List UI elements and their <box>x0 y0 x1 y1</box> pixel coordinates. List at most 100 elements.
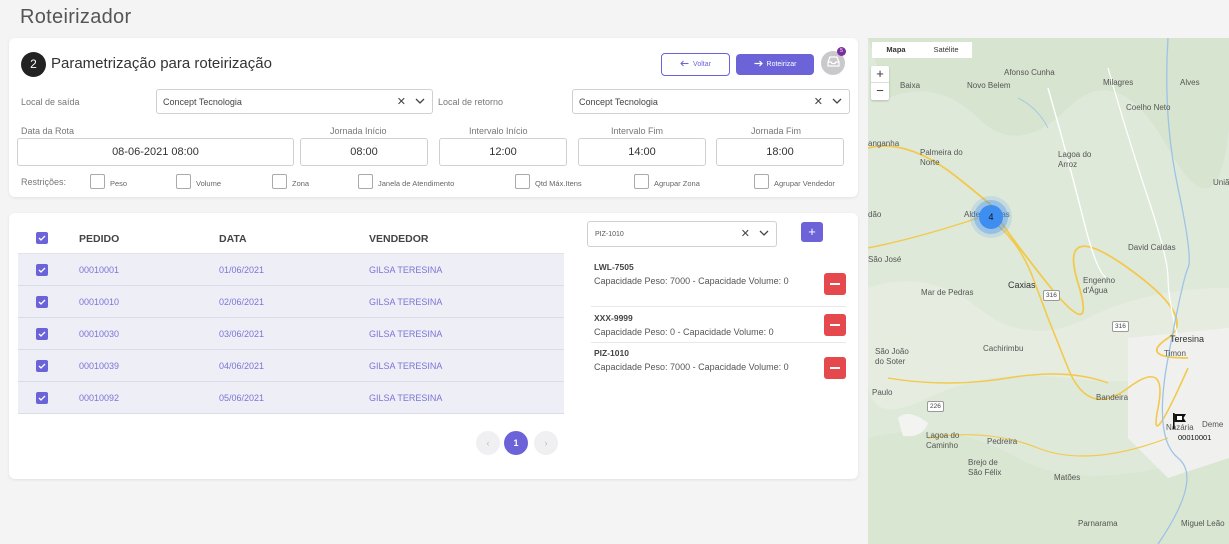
order-number: 00010030 <box>79 329 120 339</box>
vehicle-capacity: Capacidade Peso: 7000 - Capacidade Volum… <box>594 362 789 372</box>
route-button-label: Roteirizar <box>766 61 797 68</box>
map-place: Alves <box>1180 78 1200 87</box>
shift-end-label: Jornada Fim <box>751 126 802 136</box>
return-value: Concept Tecnologia <box>579 96 658 107</box>
pager-prev-button[interactable]: ‹ <box>476 431 500 455</box>
restrictions-label: Restrições: <box>21 177 67 187</box>
table-row[interactable]: 00010001 01/06/2021 GILSA TERESINA <box>18 254 564 286</box>
highway-shield: 226 <box>927 401 944 412</box>
map-tab-satellite[interactable]: Satélite <box>920 42 972 58</box>
shift-end-input[interactable]: 18:00 <box>716 138 844 166</box>
zoom-control: + − <box>871 66 889 100</box>
departure-value: Concept Tecnologia <box>163 96 242 107</box>
restriction-peso-label: Peso <box>110 179 128 188</box>
map-place: Nazária <box>1166 423 1194 432</box>
chevron-down-icon[interactable] <box>415 96 425 108</box>
vehicle-select[interactable]: PIZ-1010 ✕ <box>587 221 777 247</box>
header-seller[interactable]: VENDEDOR <box>369 233 429 245</box>
map-place: São José <box>868 255 902 264</box>
break-start-input[interactable]: 12:00 <box>439 138 567 166</box>
add-vehicle-button[interactable]: + <box>801 222 823 242</box>
map-cluster-marker[interactable]: 4 <box>979 205 1003 229</box>
table-row[interactable]: 00010030 03/06/2021 GILSA TERESINA <box>18 318 564 350</box>
restriction-group-zone-checkbox[interactable] <box>634 174 649 189</box>
map-place: dão <box>868 210 882 219</box>
break-end-label: Intervalo Fim <box>611 126 664 136</box>
select-all-checkbox[interactable] <box>36 232 48 244</box>
pager-page-1[interactable]: 1 <box>504 431 528 455</box>
map-place: Cachirimbu <box>983 344 1024 353</box>
restriction-volume-label: Volume <box>196 179 222 188</box>
order-number: 00010010 <box>79 297 120 307</box>
map-place: Parnarama <box>1078 519 1118 528</box>
route-date-input[interactable]: 08-06-2021 08:00 <box>17 138 294 166</box>
vehicle-plate: XXX-9999 <box>594 313 633 323</box>
map-place: Deme <box>1202 420 1224 429</box>
row-checkbox[interactable] <box>36 328 48 340</box>
vehicle-plate: PIZ-1010 <box>594 348 629 358</box>
row-checkbox[interactable] <box>36 360 48 372</box>
restriction-zona-checkbox[interactable] <box>272 174 287 189</box>
table-row[interactable]: 00010092 05/06/2021 GILSA TERESINA <box>18 382 564 414</box>
map-place: São João do Soter <box>875 347 909 366</box>
row-checkbox[interactable] <box>36 296 48 308</box>
restriction-group-zone-label: Agrupar Zona <box>654 179 700 188</box>
map-place: Pedreira <box>987 437 1018 446</box>
map-place: Milagres <box>1103 78 1134 87</box>
map-place: Lagoa do Caminho <box>926 431 960 450</box>
break-end-input[interactable]: 14:00 <box>578 138 706 166</box>
row-checkbox[interactable] <box>36 264 48 276</box>
departure-select[interactable]: Concept Tecnologia ✕ <box>156 89 433 114</box>
vehicle-plate: LWL-7505 <box>594 262 634 272</box>
break-start-label: Intervalo Início <box>469 126 528 136</box>
divider <box>591 306 846 307</box>
highway-shield: 316 <box>1043 290 1060 301</box>
zoom-out-button[interactable]: − <box>876 83 884 98</box>
restriction-group-seller-checkbox[interactable] <box>754 174 769 189</box>
orders-card: PEDIDO DATA VENDEDOR 00010001 01/06/2021… <box>9 213 858 479</box>
flag-marker-icon[interactable] <box>1171 412 1189 435</box>
step-number: 2 <box>21 52 46 77</box>
restriction-window-checkbox[interactable] <box>358 174 373 189</box>
table-row[interactable]: 00010039 04/06/2021 GILSA TERESINA <box>18 350 564 382</box>
inbox-icon <box>826 54 840 72</box>
remove-vehicle-button[interactable] <box>824 314 846 336</box>
chevron-down-icon[interactable] <box>759 228 769 240</box>
order-date: 04/06/2021 <box>219 361 265 371</box>
restriction-zona-label: Zona <box>292 179 310 188</box>
clear-icon[interactable]: ✕ <box>396 96 406 108</box>
map-place: Teresina <box>1170 334 1205 344</box>
pager-next-button[interactable]: › <box>534 431 558 455</box>
remove-vehicle-button[interactable] <box>824 273 846 295</box>
restriction-peso-checkbox[interactable] <box>90 174 105 189</box>
zoom-in-button[interactable]: + <box>871 66 889 83</box>
map[interactable]: Mapa Satélite + − Afonso Cunha Baixa Nov… <box>868 38 1229 544</box>
chevron-down-icon[interactable] <box>832 96 842 108</box>
clear-icon[interactable]: ✕ <box>740 228 750 240</box>
map-place: Bandeira <box>1096 393 1129 402</box>
vehicle-capacity: Capacidade Peso: 0 - Capacidade Volume: … <box>594 327 774 337</box>
orders-table: PEDIDO DATA VENDEDOR 00010001 01/06/2021… <box>18 222 564 414</box>
parameters-card: 2 Parametrização para roteirização Volta… <box>9 38 858 197</box>
map-place: David Caldas <box>1128 243 1176 252</box>
order-seller: GILSA TERESINA <box>369 361 443 371</box>
header-date[interactable]: DATA <box>219 233 247 245</box>
order-number: 00010001 <box>79 265 120 275</box>
table-header: PEDIDO DATA VENDEDOR <box>18 222 564 254</box>
return-select[interactable]: Concept Tecnologia ✕ <box>572 89 850 114</box>
map-background <box>868 38 1229 544</box>
clear-icon[interactable]: ✕ <box>813 96 823 108</box>
route-button[interactable]: Roteirizar <box>736 54 814 75</box>
remove-vehicle-button[interactable] <box>824 357 846 379</box>
departure-label: Local de saída <box>21 97 80 107</box>
restriction-volume-checkbox[interactable] <box>176 174 191 189</box>
header-order[interactable]: PEDIDO <box>79 233 120 245</box>
row-checkbox[interactable] <box>36 392 48 404</box>
map-place: Palmeira do Norte <box>920 148 963 167</box>
table-row[interactable]: 00010010 02/06/2021 GILSA TERESINA <box>18 286 564 318</box>
back-button[interactable]: Voltar <box>661 53 730 76</box>
map-tab-map[interactable]: Mapa <box>872 42 920 58</box>
restriction-max-items-checkbox[interactable] <box>515 174 530 189</box>
order-seller: GILSA TERESINA <box>369 393 443 403</box>
shift-start-input[interactable]: 08:00 <box>300 138 428 166</box>
